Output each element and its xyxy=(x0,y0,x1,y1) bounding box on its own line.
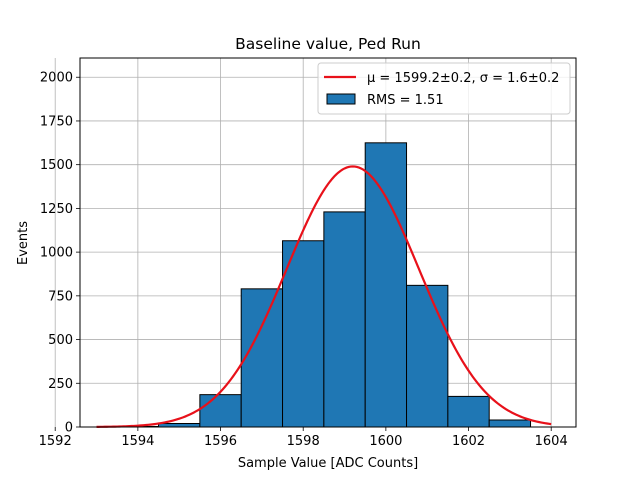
legend-hist-label: RMS = 1.51 xyxy=(367,93,444,108)
chart-title: Baseline value, Ped Run xyxy=(235,35,421,53)
histogram-bar xyxy=(323,211,366,428)
legend-fit-label: μ = 1599.2±0.2, σ = 1.6±0.2 xyxy=(367,71,559,86)
histogram-bar xyxy=(488,419,532,428)
y-axis-label: Events xyxy=(16,221,31,265)
axis-ticks: 1592 1594 1596 1598 1600 1602 1604 0 250 500 750 10… xyxy=(39,71,568,449)
x-tick-label: 1600 xyxy=(369,434,402,449)
plot-frame xyxy=(79,57,577,428)
legend-hist-swatch xyxy=(326,93,356,105)
y-tick-label: 1500 xyxy=(40,158,73,173)
x-tick-label: 1594 xyxy=(121,434,154,449)
x-axis-label: Sample Value [ADC Counts] xyxy=(238,456,418,471)
histogram-bar xyxy=(364,142,408,428)
histogram-bar xyxy=(240,288,284,428)
gaussian-fit-curve xyxy=(96,165,552,428)
legend-fit-sigma: σ = 1.6±0.2 xyxy=(480,71,560,86)
y-tick-label: 1000 xyxy=(40,246,73,261)
x-tick-label: 1596 xyxy=(204,434,237,449)
y-tick-label: 1750 xyxy=(40,114,73,129)
histogram-bar xyxy=(199,394,242,428)
y-tick-label: 500 xyxy=(48,333,73,348)
x-tick-label: 1592 xyxy=(39,434,72,449)
histogram-bar xyxy=(447,395,490,428)
histogram-bar xyxy=(158,423,201,428)
histogram-bar xyxy=(282,240,325,428)
x-tick-label: 1598 xyxy=(287,434,320,449)
x-tick-label: 1602 xyxy=(452,434,485,449)
histogram-bar xyxy=(406,284,449,428)
y-tick-label: 0 xyxy=(65,421,73,436)
legend: μ = 1599.2±0.2, σ = 1.6±0.2 RMS = 1.51 xyxy=(317,62,571,115)
legend-box xyxy=(317,62,571,115)
y-tick-label: 250 xyxy=(48,377,73,392)
gaussian-fit xyxy=(96,165,552,428)
legend-fit-mu: μ = 1599.2±0.2, xyxy=(367,71,480,86)
histogram-bars xyxy=(116,142,532,428)
y-tick-label: 750 xyxy=(48,289,73,304)
y-tick-label: 1250 xyxy=(40,202,73,217)
y-tick-label: 2000 xyxy=(40,71,73,86)
x-tick-label: 1604 xyxy=(535,434,568,449)
